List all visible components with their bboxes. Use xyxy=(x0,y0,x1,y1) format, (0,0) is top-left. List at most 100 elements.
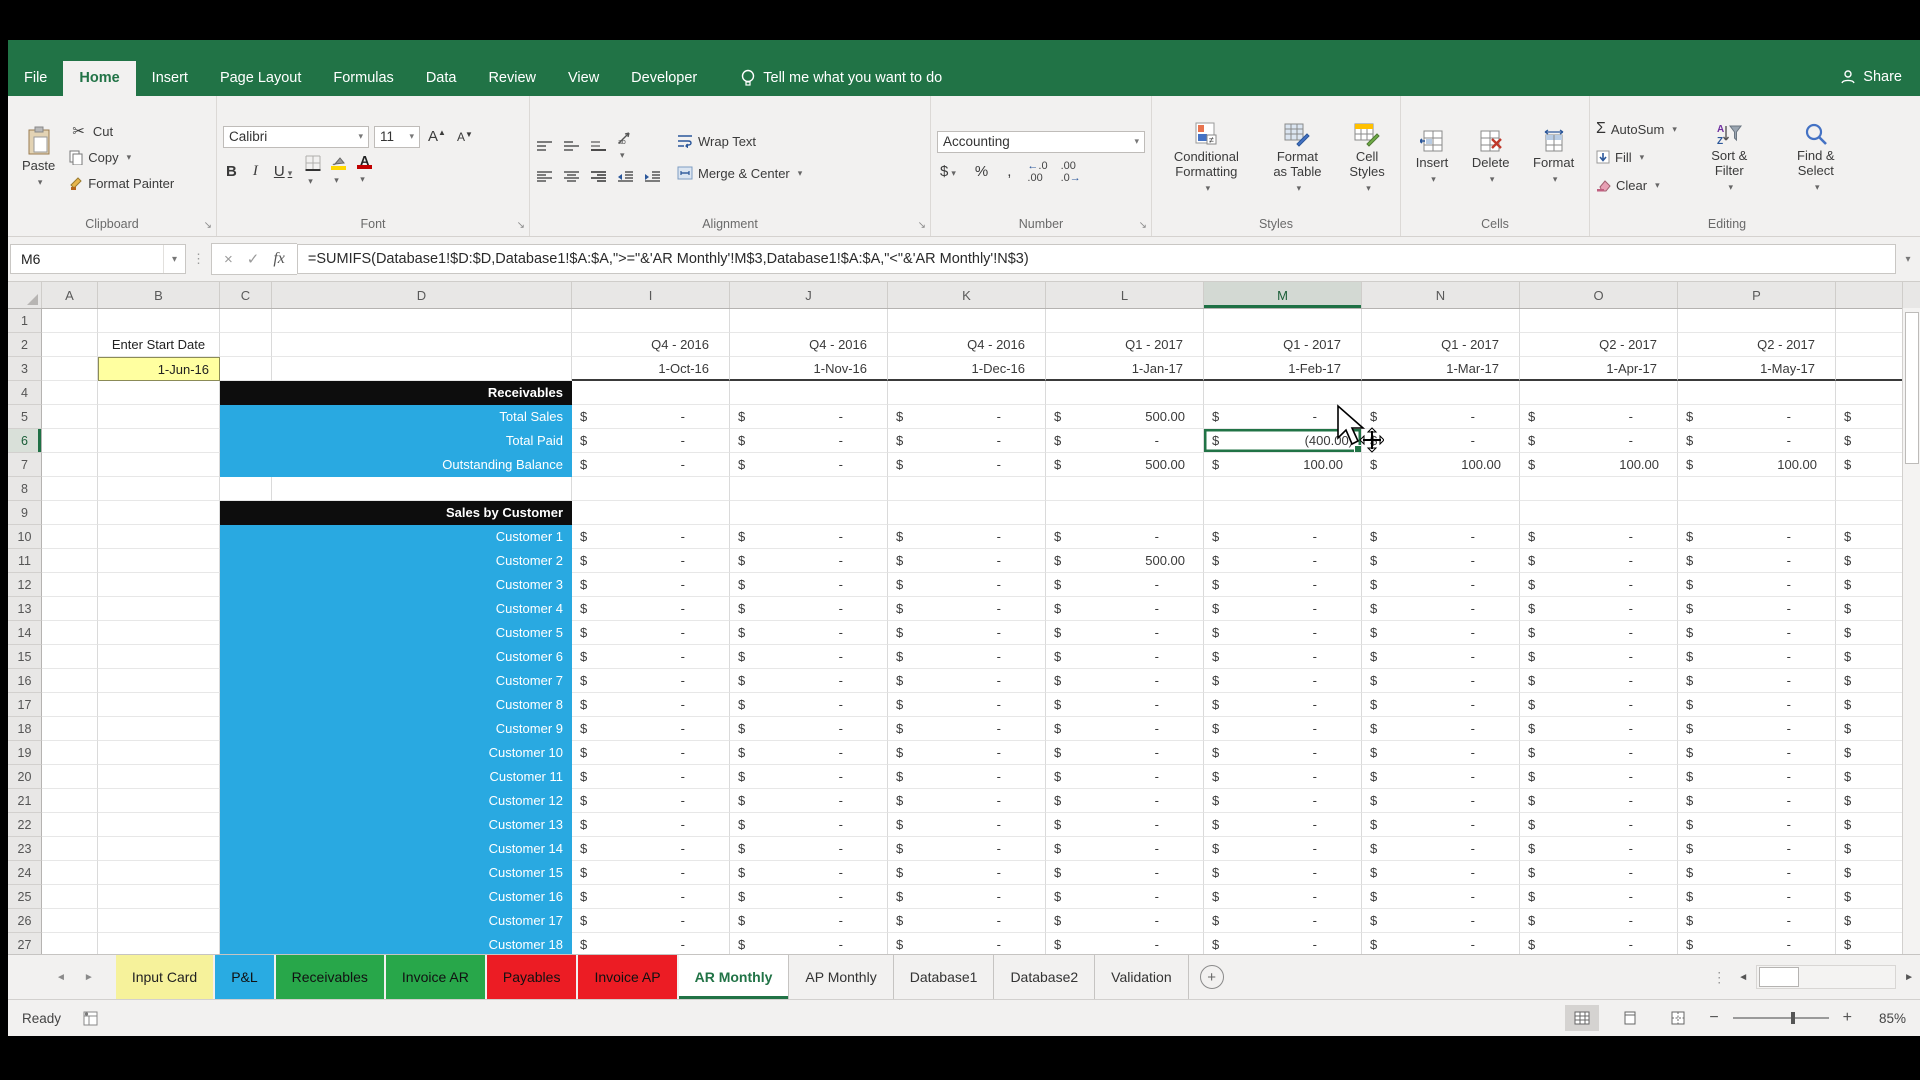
grid-cell[interactable] xyxy=(42,381,98,405)
grid-cell[interactable]: $ - xyxy=(888,861,1046,885)
grid-cell[interactable] xyxy=(98,405,220,429)
grid-cell[interactable]: $ - xyxy=(572,429,730,453)
row-label-cell[interactable]: Customer 16 xyxy=(220,885,572,909)
grid-cell[interactable] xyxy=(572,501,730,525)
grid-cell[interactable]: $ - xyxy=(888,789,1046,813)
grid-cell[interactable]: $ xyxy=(1836,597,1903,621)
row-header[interactable]: 10 xyxy=(8,525,42,549)
grid-cell[interactable]: $ - xyxy=(572,861,730,885)
grid-cell[interactable] xyxy=(1520,501,1678,525)
grid-cell[interactable]: $ - xyxy=(1362,621,1520,645)
grid-cell[interactable]: $ - xyxy=(572,453,730,477)
grid-cell[interactable] xyxy=(42,693,98,717)
column-header[interactable]: N xyxy=(1362,282,1520,308)
row-label-cell[interactable]: Customer 7 xyxy=(220,669,572,693)
grid-cell[interactable] xyxy=(1362,309,1520,333)
row-header[interactable]: 4 xyxy=(8,381,42,405)
grid-cell[interactable]: $ - xyxy=(572,621,730,645)
row-header[interactable]: 1 xyxy=(8,309,42,333)
grid-cell[interactable] xyxy=(42,837,98,861)
grid-cell[interactable] xyxy=(98,813,220,837)
grid-cell[interactable]: $ - xyxy=(1362,669,1520,693)
grid-cell[interactable] xyxy=(1046,381,1204,405)
grid-cell[interactable]: $ - xyxy=(1520,813,1678,837)
column-header[interactable]: D xyxy=(272,282,572,308)
grid-cell[interactable] xyxy=(1678,381,1836,405)
merge-center-button[interactable]: Merge & Center xyxy=(677,161,802,185)
select-all-corner[interactable] xyxy=(8,282,42,308)
grid-cell[interactable] xyxy=(1678,477,1836,501)
grid-cell[interactable]: $ - xyxy=(730,813,888,837)
sheet-tab-validation[interactable]: Validation xyxy=(1095,955,1189,999)
grid-cell[interactable] xyxy=(42,621,98,645)
grid-cell[interactable]: $ - xyxy=(1204,573,1362,597)
grid-cell[interactable]: $ - xyxy=(1678,741,1836,765)
grid-cell[interactable] xyxy=(730,381,888,405)
column-header[interactable]: I xyxy=(572,282,730,308)
grid-cell[interactable] xyxy=(42,429,98,453)
grid-cell[interactable] xyxy=(220,357,272,381)
grid-cell[interactable] xyxy=(98,909,220,933)
grid-cell[interactable] xyxy=(42,405,98,429)
grid-cell[interactable]: $ - xyxy=(1362,525,1520,549)
grid-cell[interactable] xyxy=(42,741,98,765)
grid-cell[interactable]: $ xyxy=(1836,933,1903,954)
increase-font-icon[interactable]: A▲ xyxy=(428,128,446,145)
grid-cell[interactable]: $ - xyxy=(730,765,888,789)
column-header[interactable]: J xyxy=(730,282,888,308)
grid-cell[interactable]: $ - xyxy=(730,621,888,645)
grid-cell[interactable]: $ - xyxy=(572,573,730,597)
row-label-cell[interactable]: Outstanding Balance xyxy=(220,453,572,477)
grid-cell[interactable]: $500.00 xyxy=(1046,405,1204,429)
grid-cell[interactable]: $ - xyxy=(1520,549,1678,573)
grid-cell[interactable]: $ xyxy=(1836,525,1903,549)
clear-button[interactable]: Clear xyxy=(1596,173,1677,197)
grid-cell[interactable] xyxy=(98,477,220,501)
font-color-button[interactable]: A xyxy=(357,154,373,187)
grid-cell[interactable]: $ - xyxy=(1204,837,1362,861)
row-header[interactable]: 20 xyxy=(8,765,42,789)
share-button[interactable]: Share xyxy=(1840,69,1902,85)
grid-cell[interactable]: $ - xyxy=(888,405,1046,429)
grid-cell[interactable]: $ - xyxy=(1046,645,1204,669)
date-cell[interactable]: 1-Feb-17 xyxy=(1204,357,1362,381)
grid-cell[interactable]: $ - xyxy=(730,597,888,621)
paste-button[interactable]: Paste xyxy=(14,122,63,191)
row-header[interactable]: 24 xyxy=(8,861,42,885)
grid-cell[interactable] xyxy=(42,501,98,525)
row-label-cell[interactable]: Customer 5 xyxy=(220,621,572,645)
grid-cell[interactable] xyxy=(272,477,572,501)
conditional-formatting-button[interactable]: ≠ Conditional Formatting xyxy=(1158,117,1255,197)
grid-cell[interactable]: $ - xyxy=(1678,885,1836,909)
grid-cell[interactable]: $ - xyxy=(888,717,1046,741)
grid-cell[interactable] xyxy=(272,357,572,381)
grid-cell[interactable] xyxy=(98,933,220,954)
grid-cell[interactable]: $ - xyxy=(1204,861,1362,885)
grid-cell[interactable]: $ - xyxy=(1204,813,1362,837)
row-header[interactable]: 6 xyxy=(8,429,42,453)
grid-cell[interactable] xyxy=(98,765,220,789)
grid-cell[interactable]: $ - xyxy=(1204,885,1362,909)
row-header[interactable]: 25 xyxy=(8,885,42,909)
italic-button[interactable]: I xyxy=(252,163,258,179)
name-box-dropdown-icon[interactable]: ▾ xyxy=(162,245,185,273)
tab-split-handle[interactable]: ⋮ xyxy=(1712,968,1727,985)
grid-cell[interactable] xyxy=(1204,381,1362,405)
row-header[interactable]: 21 xyxy=(8,789,42,813)
formula-bar-expand-icon[interactable]: ▾ xyxy=(1905,253,1911,265)
row-header[interactable]: 18 xyxy=(8,717,42,741)
decrease-decimal-button[interactable]: .00.0→ xyxy=(1060,159,1081,184)
grid-cell[interactable] xyxy=(42,549,98,573)
grid-cell[interactable] xyxy=(572,477,730,501)
row-header[interactable]: 12 xyxy=(8,573,42,597)
date-cell[interactable]: 1-Apr-17 xyxy=(1520,357,1678,381)
column-header[interactable]: P xyxy=(1678,282,1836,308)
grid-cell[interactable]: $ - xyxy=(1678,597,1836,621)
grid-cell[interactable]: $ xyxy=(1836,765,1903,789)
grid-cell[interactable] xyxy=(42,357,98,381)
grid-cell[interactable]: $ xyxy=(1836,453,1903,477)
grid-cell[interactable] xyxy=(98,309,220,333)
quarter-cell[interactable]: Q4 - 2016 xyxy=(888,333,1046,357)
bold-button[interactable]: B xyxy=(226,163,237,180)
grid-cell[interactable]: $ - xyxy=(1678,429,1836,453)
